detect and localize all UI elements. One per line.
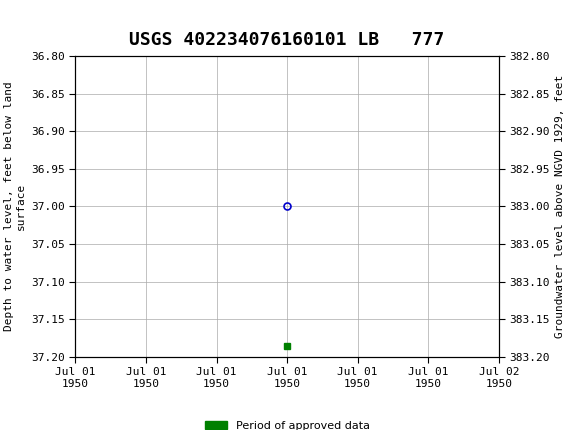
Y-axis label: Depth to water level, feet below land
surface: Depth to water level, feet below land su…: [4, 82, 26, 331]
Y-axis label: Groundwater level above NGVD 1929, feet: Groundwater level above NGVD 1929, feet: [555, 75, 566, 338]
Legend: Period of approved data: Period of approved data: [200, 417, 374, 430]
Text: ⨉USGS: ⨉USGS: [12, 6, 70, 26]
Title: USGS 402234076160101 LB   777: USGS 402234076160101 LB 777: [129, 31, 445, 49]
